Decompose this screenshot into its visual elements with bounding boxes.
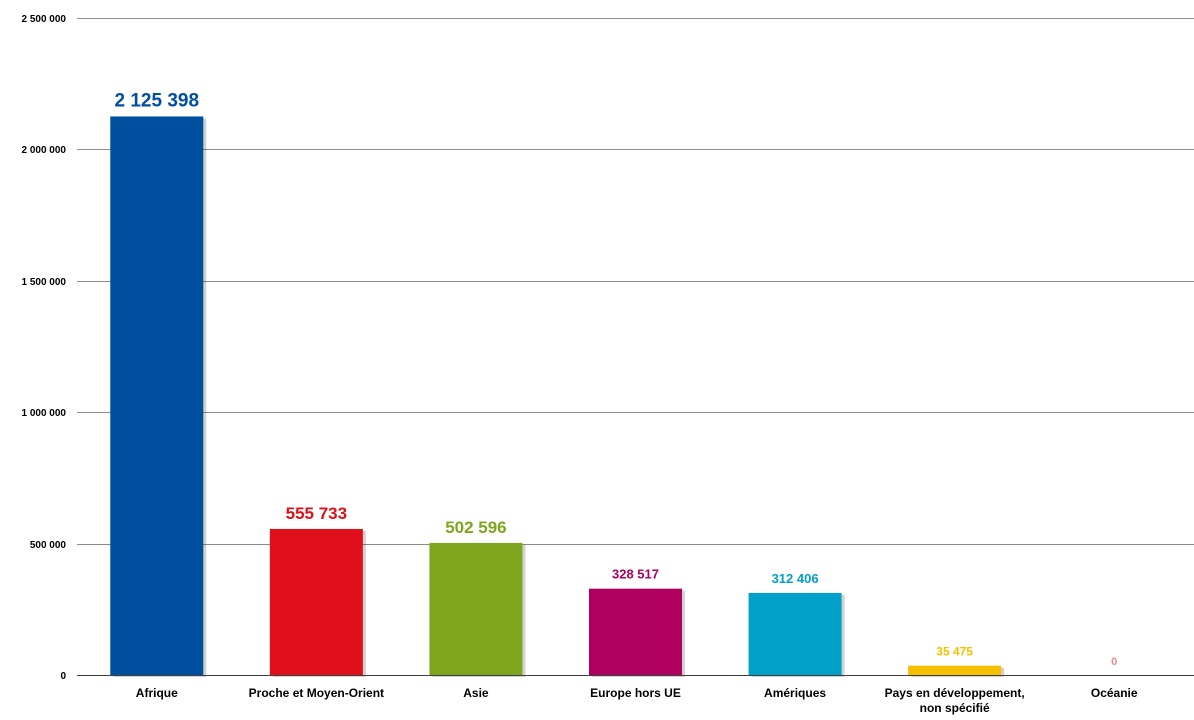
y-tick-label: 0 [60,671,66,682]
bar [908,665,1002,675]
category-label: Europe hors UE [590,686,681,700]
value-label: 312 406 [772,571,819,586]
bar [429,542,523,675]
bar [110,116,204,675]
bars [110,116,1005,677]
value-label: 2 125 398 [115,90,200,111]
category-label: Proche et Moyen-Orient [249,686,384,700]
value-label: 328 517 [612,567,659,582]
bar [269,528,363,675]
value-label: 0 [1111,656,1117,668]
category-label: Asie [463,686,489,700]
y-tick-label: 500 000 [30,540,67,551]
value-label: 35 475 [936,645,973,659]
value-labels: 2 125 398 555 733 502 596 328 517 312 406 35 … [115,90,1118,668]
bar [748,592,842,675]
y-tick-label: 1 500 000 [22,277,67,288]
gridlines [77,18,1194,545]
category-labels: Afrique Proche et Moyen-Orient Asie Europe … [136,686,1138,715]
value-label: 555 733 [286,504,347,523]
category-label: Amériques [764,686,826,700]
y-tick-label: 2 000 000 [22,145,67,156]
y-tick-label: 2 500 000 [22,14,67,25]
y-tick-label: 1 000 000 [22,408,67,419]
bar [589,588,682,675]
value-label: 502 596 [445,518,506,537]
category-label: Afrique [136,686,178,700]
y-axis-ticks: 0 500 000 1 000 000 1 500 000 2 000 000 2 500… [22,14,67,682]
category-label: Pays en développement, non spécifié [885,686,1025,715]
category-label: Océanie [1091,686,1138,700]
